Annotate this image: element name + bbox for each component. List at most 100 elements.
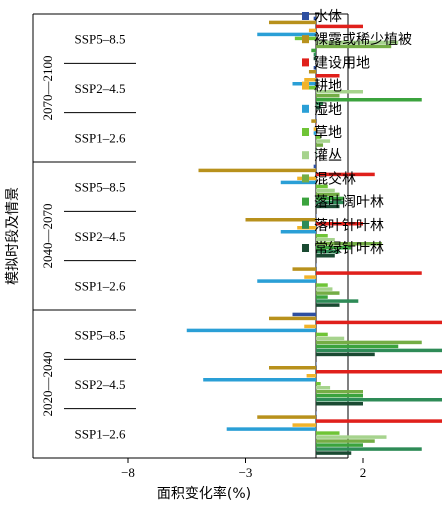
period-label: 2020—2040	[40, 352, 55, 417]
legend-swatch	[302, 35, 309, 44]
bar-灌丛	[316, 188, 335, 193]
bar-灌丛	[316, 90, 363, 94]
legend-label: 混交林	[314, 170, 356, 187]
bar-水体	[292, 312, 316, 317]
bar-耕地	[306, 374, 316, 378]
bar-混交林	[316, 242, 382, 246]
bar-草地	[316, 382, 321, 386]
legend-label: 灌丛	[314, 148, 342, 164]
bar-灌丛	[316, 40, 399, 45]
bar-草地	[316, 135, 321, 139]
bar-落叶阔叶林	[316, 443, 363, 447]
bar-混交林	[316, 143, 324, 147]
bar-落叶阔叶林	[311, 48, 316, 53]
bar-水体	[313, 164, 316, 169]
legend-label: 裸露或稀少植被	[314, 32, 412, 48]
scenario-label: SSP1–2.6	[75, 426, 126, 441]
scenario-label: SSP1–2.6	[75, 130, 126, 145]
legend-swatch	[302, 197, 309, 206]
bar-湿地	[186, 328, 316, 333]
scenario-label: SSP2–4.5	[75, 377, 126, 392]
bar-落叶针叶林	[316, 398, 442, 402]
bar-耕地	[304, 78, 316, 82]
bar-裸露或稀少植被	[308, 70, 316, 74]
legend-label: 落叶阔叶林	[314, 195, 384, 211]
period-label: 2040—2070	[40, 204, 55, 269]
bar-耕地	[313, 127, 316, 131]
legend-swatch	[302, 58, 309, 67]
legend-label: 草地	[314, 125, 342, 141]
y-axis-title: 模拟时段及情景	[5, 187, 21, 285]
bar-落叶阔叶林	[316, 98, 422, 102]
bar-建设用地	[316, 172, 375, 177]
bar-水体	[316, 263, 317, 267]
bar-湿地	[226, 427, 316, 431]
bar-裸露或稀少植被	[311, 119, 316, 123]
bar-水体	[313, 16, 316, 21]
legend-label: 常绿针叶林	[314, 241, 384, 257]
legend-label: 落叶针叶林	[314, 218, 384, 234]
bar-草地	[316, 431, 340, 435]
bar-裸露或稀少植被	[257, 415, 316, 419]
bar-落叶针叶林	[316, 447, 422, 451]
scenario-label: SSP5–8.5	[75, 180, 126, 195]
bar-建设用地	[316, 24, 363, 29]
bar-裸露或稀少植被	[245, 218, 316, 222]
x-tick-label: −8	[121, 465, 135, 480]
legend-swatch	[302, 244, 309, 252]
bar-裸露或稀少植被	[198, 168, 316, 173]
bar-建设用地	[316, 123, 317, 127]
x-ticks: −8−32712	[121, 458, 367, 480]
legend-swatch	[302, 81, 309, 90]
legend-swatch	[302, 151, 309, 160]
bar-常绿针叶林	[313, 56, 316, 61]
bar-落叶针叶林	[316, 151, 317, 155]
bar-裸露或稀少植被	[269, 316, 316, 321]
bar-混交林	[316, 340, 422, 345]
x-tick-label: 2	[360, 465, 367, 480]
bar-水体	[316, 362, 317, 366]
group-dividers	[64, 62, 136, 410]
bar-建设用地	[316, 271, 422, 275]
bar-落叶针叶林	[313, 52, 316, 57]
bar-水体	[313, 66, 316, 70]
scenario-label: SSP5–8.5	[75, 328, 126, 343]
bar-水体	[316, 411, 317, 415]
bar-湿地	[280, 230, 316, 234]
bar-混交林	[316, 390, 363, 394]
bar-常绿针叶林	[316, 106, 321, 110]
bar-耕地	[292, 423, 316, 427]
bar-耕地	[304, 275, 316, 279]
bar-混交林	[316, 291, 340, 295]
bar-耕地	[308, 28, 316, 33]
legend-label: 耕地	[314, 78, 342, 95]
bar-建设用地	[316, 222, 363, 226]
bar-建设用地	[316, 419, 442, 423]
legend-label: 水体	[314, 9, 342, 25]
plot-frame	[32, 13, 349, 459]
bar-草地	[316, 234, 328, 238]
period-dividers	[33, 161, 136, 311]
bar-灌丛	[316, 435, 387, 439]
scenario-label: SSP2–4.5	[75, 229, 126, 244]
bar-落叶针叶林	[316, 102, 324, 106]
bars	[186, 16, 442, 455]
legend-swatch	[302, 12, 309, 20]
bar-落叶针叶林	[316, 299, 359, 303]
bar-落叶阔叶林	[316, 295, 328, 299]
bar-草地	[308, 86, 316, 90]
legend-label: 建设用地	[314, 55, 370, 71]
x-axis-title: 面积变化率(%)	[157, 485, 251, 502]
bar-建设用地	[316, 320, 442, 325]
bar-落叶阔叶林	[316, 147, 317, 151]
bar-常绿针叶林	[316, 451, 352, 455]
bar-常绿针叶林	[316, 155, 317, 159]
legend-label: 湿地	[314, 102, 342, 118]
bar-常绿针叶林	[316, 303, 340, 307]
bar-混交林	[316, 192, 340, 197]
bar-草地	[316, 184, 328, 189]
legend-swatch	[302, 220, 309, 229]
legend-swatch	[302, 104, 309, 113]
bar-常绿针叶林	[316, 402, 363, 406]
